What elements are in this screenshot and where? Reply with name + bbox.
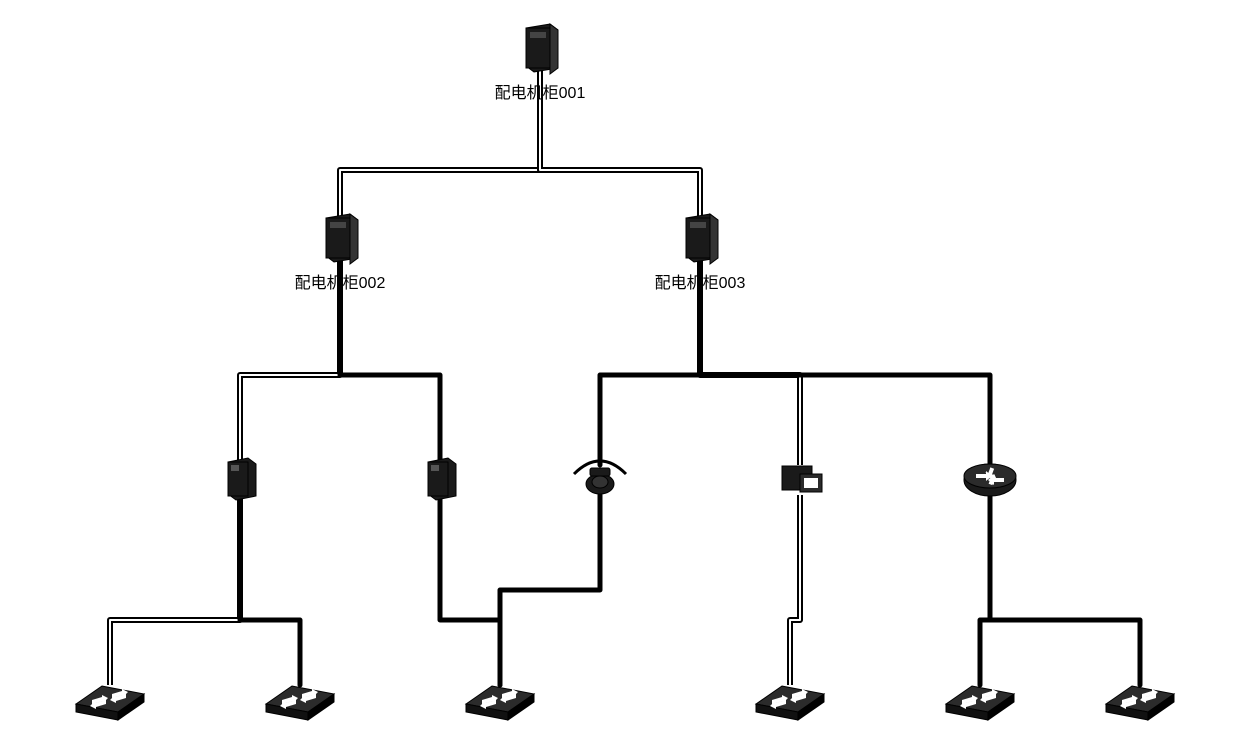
- node-sw3: [466, 686, 534, 720]
- node-dev1: [228, 458, 256, 500]
- edge: [240, 495, 300, 685]
- node-sw1: [76, 686, 144, 720]
- edge: [990, 495, 1140, 685]
- node-root: 配电机柜001: [495, 24, 586, 102]
- topology-diagram: 配电机柜001 配电机柜002 配电机柜003: [0, 0, 1240, 752]
- edge-inner: [110, 495, 240, 685]
- edge: [440, 495, 500, 685]
- node-label: 配电机柜001: [495, 84, 586, 102]
- node-dev5: [964, 464, 1016, 496]
- node-dev4: [782, 466, 822, 492]
- node-sw2: [266, 686, 334, 720]
- node-cab3: 配电机柜003: [655, 214, 746, 292]
- node-sw6: [1106, 686, 1174, 720]
- node-sw5: [946, 686, 1014, 720]
- node-dev2: [428, 458, 456, 500]
- edge: [790, 495, 800, 685]
- node-cab2: 配电机柜002: [295, 214, 386, 292]
- node-sw4: [756, 686, 824, 720]
- node-label: 配电机柜002: [295, 274, 386, 292]
- node-label: 配电机柜003: [655, 274, 746, 292]
- edge: [110, 495, 240, 685]
- edge: [500, 495, 600, 685]
